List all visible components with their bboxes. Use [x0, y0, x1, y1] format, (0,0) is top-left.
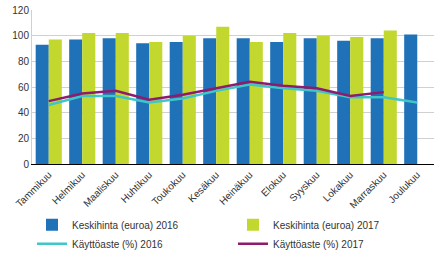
svg-text:Helmikuu: Helmikuu: [50, 169, 87, 206]
svg-text:Tammikuu: Tammikuu: [14, 169, 54, 209]
svg-text:60: 60: [18, 82, 30, 93]
svg-text:Heinäkuu: Heinäkuu: [217, 169, 255, 207]
svg-text:Syyskuu: Syyskuu: [287, 169, 322, 204]
svg-text:Keskihinta (euroa) 2017: Keskihinta (euroa) 2017: [273, 220, 380, 231]
svg-text:120: 120: [12, 5, 29, 16]
svg-text:Elokuu: Elokuu: [259, 169, 288, 198]
svg-text:80: 80: [18, 56, 30, 67]
svg-text:Marraskuu: Marraskuu: [348, 169, 389, 210]
svg-text:20: 20: [18, 133, 30, 144]
svg-text:Käyttöaste (%) 2017: Käyttöaste (%) 2017: [273, 239, 364, 250]
svg-text:Keskihinta (euroa) 2016: Keskihinta (euroa) 2016: [72, 220, 179, 231]
svg-text:Lokakuu: Lokakuu: [321, 169, 356, 204]
svg-text:Joulukuu: Joulukuu: [386, 169, 422, 205]
svg-text:100: 100: [12, 30, 29, 41]
svg-text:Kesäkuu: Kesäkuu: [186, 169, 221, 204]
svg-text:Huhtikuu: Huhtikuu: [119, 169, 155, 205]
svg-text:Toukokuu: Toukokuu: [150, 169, 188, 207]
svg-text:0: 0: [23, 159, 29, 170]
svg-text:40: 40: [18, 107, 30, 118]
svg-text:Käyttöaste (%) 2016: Käyttöaste (%) 2016: [72, 239, 163, 250]
svg-text:Maaliskuu: Maaliskuu: [81, 169, 121, 209]
